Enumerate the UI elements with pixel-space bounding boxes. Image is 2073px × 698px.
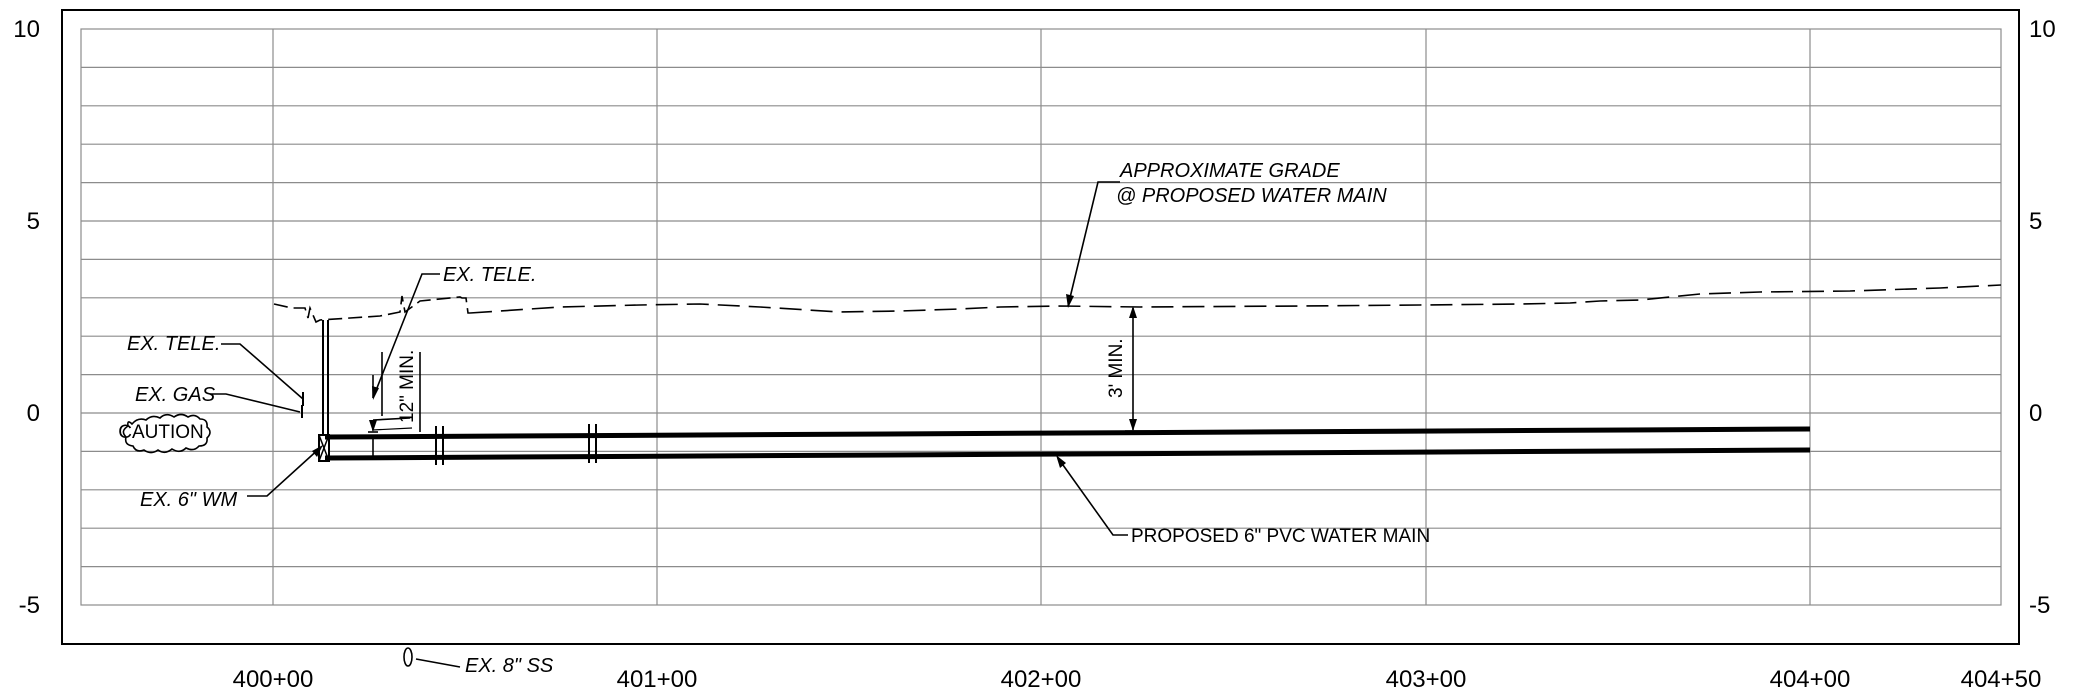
ex-wm-note: EX. 6" WM bbox=[140, 445, 323, 511]
ex-tele-left-label: EX. TELE. bbox=[127, 333, 220, 355]
right-axis-tick: 10 bbox=[2029, 16, 2056, 43]
caution-cloud-shape bbox=[122, 413, 211, 454]
ex-tele-top-label: EX. TELE. bbox=[443, 264, 536, 286]
grid-vertical-lines bbox=[272, 29, 1811, 605]
drawing-frame bbox=[61, 9, 2020, 645]
min-3-label: 3' MIN. bbox=[1106, 338, 1127, 398]
station-tick: 400+00 bbox=[233, 666, 314, 693]
station-tick: 402+00 bbox=[1001, 666, 1082, 693]
right-axis: 10 5 0 -5 bbox=[2029, 16, 2056, 619]
left-axis-tick: -5 bbox=[19, 592, 40, 619]
approximate-grade-note: APPROXIMATE GRADE @ PROPOSED WATER MAIN bbox=[1066, 160, 1387, 308]
existing-water-main bbox=[318, 320, 330, 462]
ex-ss-label: EX. 8" SS bbox=[465, 655, 554, 677]
left-axis: 10 5 0 -5 bbox=[13, 16, 40, 619]
proposed-water-main bbox=[324, 424, 1811, 465]
station-tick: 403+00 bbox=[1386, 666, 1467, 693]
existing-grade-line bbox=[273, 284, 2002, 324]
ex-tele-left-note: EX. TELE. bbox=[127, 333, 304, 406]
proposed-label: PROPOSED 6" PVC WATER MAIN bbox=[1131, 526, 1430, 547]
station-tick: 404+00 bbox=[1770, 666, 1851, 693]
station-tick: 404+50 bbox=[1961, 666, 2042, 693]
left-axis-tick: 0 bbox=[27, 400, 40, 427]
caution-cloud: CAUTION bbox=[118, 413, 211, 454]
ex-tele-top-note: EX. TELE. bbox=[372, 264, 536, 400]
min-3-dimension: 3' MIN. bbox=[1106, 306, 1150, 432]
right-axis-tick: 0 bbox=[2029, 400, 2042, 427]
station-tick: 401+00 bbox=[617, 666, 698, 693]
station-axis: 400+00 401+00 402+00 403+00 404+00 404+5… bbox=[233, 666, 2042, 693]
sewer-pipe-icon bbox=[403, 647, 413, 667]
right-axis-tick: -5 bbox=[2029, 592, 2050, 619]
approximate-grade-label-2: @ PROPOSED WATER MAIN bbox=[1116, 185, 1387, 207]
caution-label: CAUTION bbox=[118, 422, 204, 443]
ex-ss-note: EX. 8" SS bbox=[403, 647, 554, 677]
min-12-dimension: 12" MIN. bbox=[368, 350, 421, 460]
left-axis-tick: 5 bbox=[27, 208, 40, 235]
proposed-note: PROPOSED 6" PVC WATER MAIN bbox=[1056, 455, 1430, 547]
left-axis-tick: 10 bbox=[13, 16, 40, 43]
approximate-grade-label: APPROXIMATE GRADE bbox=[1119, 160, 1340, 182]
ex-wm-label: EX. 6" WM bbox=[140, 489, 237, 511]
ex-gas-note: EX. GAS bbox=[135, 384, 303, 418]
ex-gas-label: EX. GAS bbox=[135, 384, 216, 406]
min-12-label: 12" MIN. bbox=[397, 350, 418, 423]
right-axis-tick: 5 bbox=[2029, 208, 2042, 235]
